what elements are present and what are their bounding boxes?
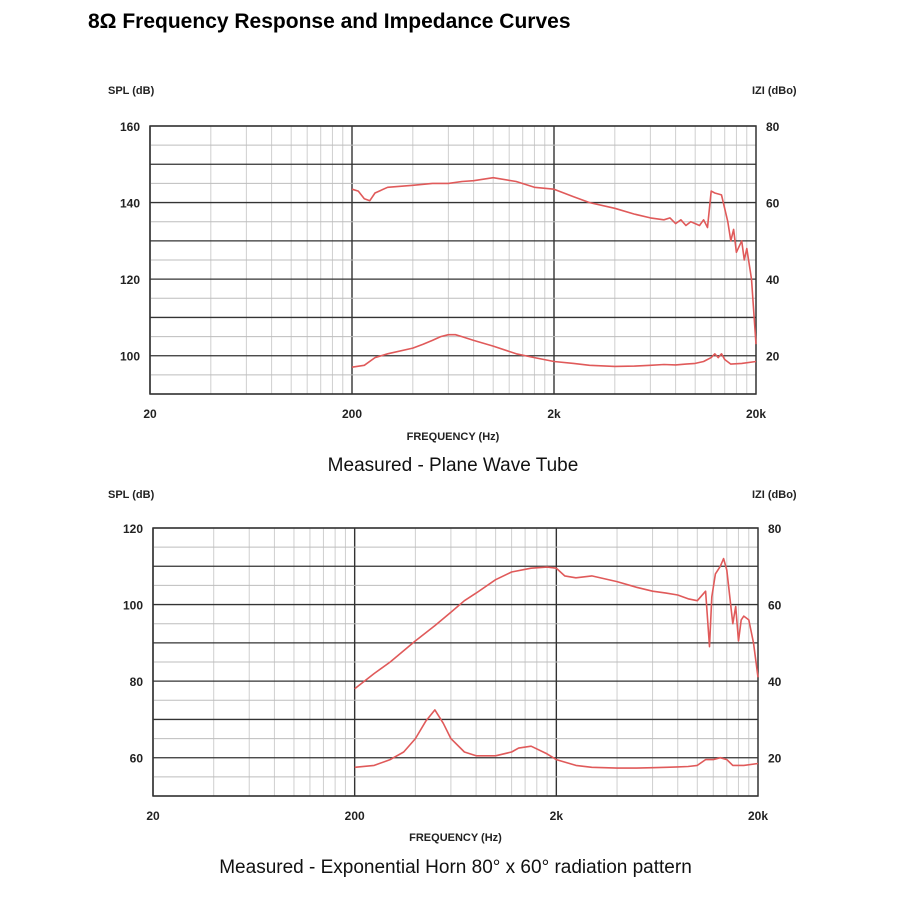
y-axis-left-label: SPL (dB) <box>108 489 155 501</box>
y-right-tick-label: 20 <box>768 752 782 766</box>
chart-caption: Measured - Exponential Horn 80° x 60° ra… <box>219 857 692 878</box>
x-tick-label: 20 <box>143 407 157 421</box>
y-axis-right-label: IZI (dBo) <box>752 489 797 501</box>
x-tick-label: 2k <box>547 407 561 421</box>
y-left-tick-label: 100 <box>120 350 140 364</box>
x-axis-label: FREQUENCY (Hz) <box>409 832 502 844</box>
x-tick-label: 2k <box>550 809 564 823</box>
y-right-tick-label: 60 <box>766 197 780 211</box>
x-tick-label: 20k <box>746 407 766 421</box>
y-right-tick-label: 80 <box>766 120 780 134</box>
spl-curve <box>351 176 757 345</box>
y-left-tick-label: 100 <box>123 599 143 613</box>
plot-frame <box>152 527 759 797</box>
y-right-tick-label: 20 <box>766 350 780 364</box>
chart-plane-wave-tube: SPL (dB) IZI (dBo) 100 120 140 160 20 40 60 80 20 2… <box>108 85 797 476</box>
y-right-tick-label: 80 <box>768 522 782 536</box>
y-left-tick-label: 80 <box>130 675 144 689</box>
spl-curve <box>354 557 759 690</box>
y-left-tick-label: 60 <box>130 752 144 766</box>
y-left-tick-label: 120 <box>123 522 143 536</box>
x-axis-label: FREQUENCY (Hz) <box>407 431 500 443</box>
impedance-curve <box>354 709 759 769</box>
x-tick-label: 200 <box>345 809 365 823</box>
y-left-tick-label: 140 <box>120 197 140 211</box>
x-tick-label: 20 <box>146 809 160 823</box>
x-tick-label: 200 <box>342 407 362 421</box>
y-axis-left-label: SPL (dB) <box>108 85 155 97</box>
impedance-curve <box>351 333 757 368</box>
y-right-tick-label: 40 <box>768 675 782 689</box>
y-right-tick-label: 60 <box>768 599 782 613</box>
y-left-tick-label: 160 <box>120 120 140 134</box>
chart-caption: Measured - Plane Wave Tube <box>328 455 579 476</box>
plot-frame <box>149 125 757 395</box>
y-right-tick-label: 40 <box>766 273 780 287</box>
y-left-tick-label: 120 <box>120 273 140 287</box>
x-tick-label: 20k <box>748 809 768 823</box>
chart-exponential-horn: SPL (dB) IZI (dBo) 60 80 100 120 20 40 60 80 20 200… <box>108 489 797 878</box>
page-title: 8Ω Frequency Response and Impedance Curv… <box>88 10 571 33</box>
y-axis-right-label: IZI (dBo) <box>752 85 797 97</box>
